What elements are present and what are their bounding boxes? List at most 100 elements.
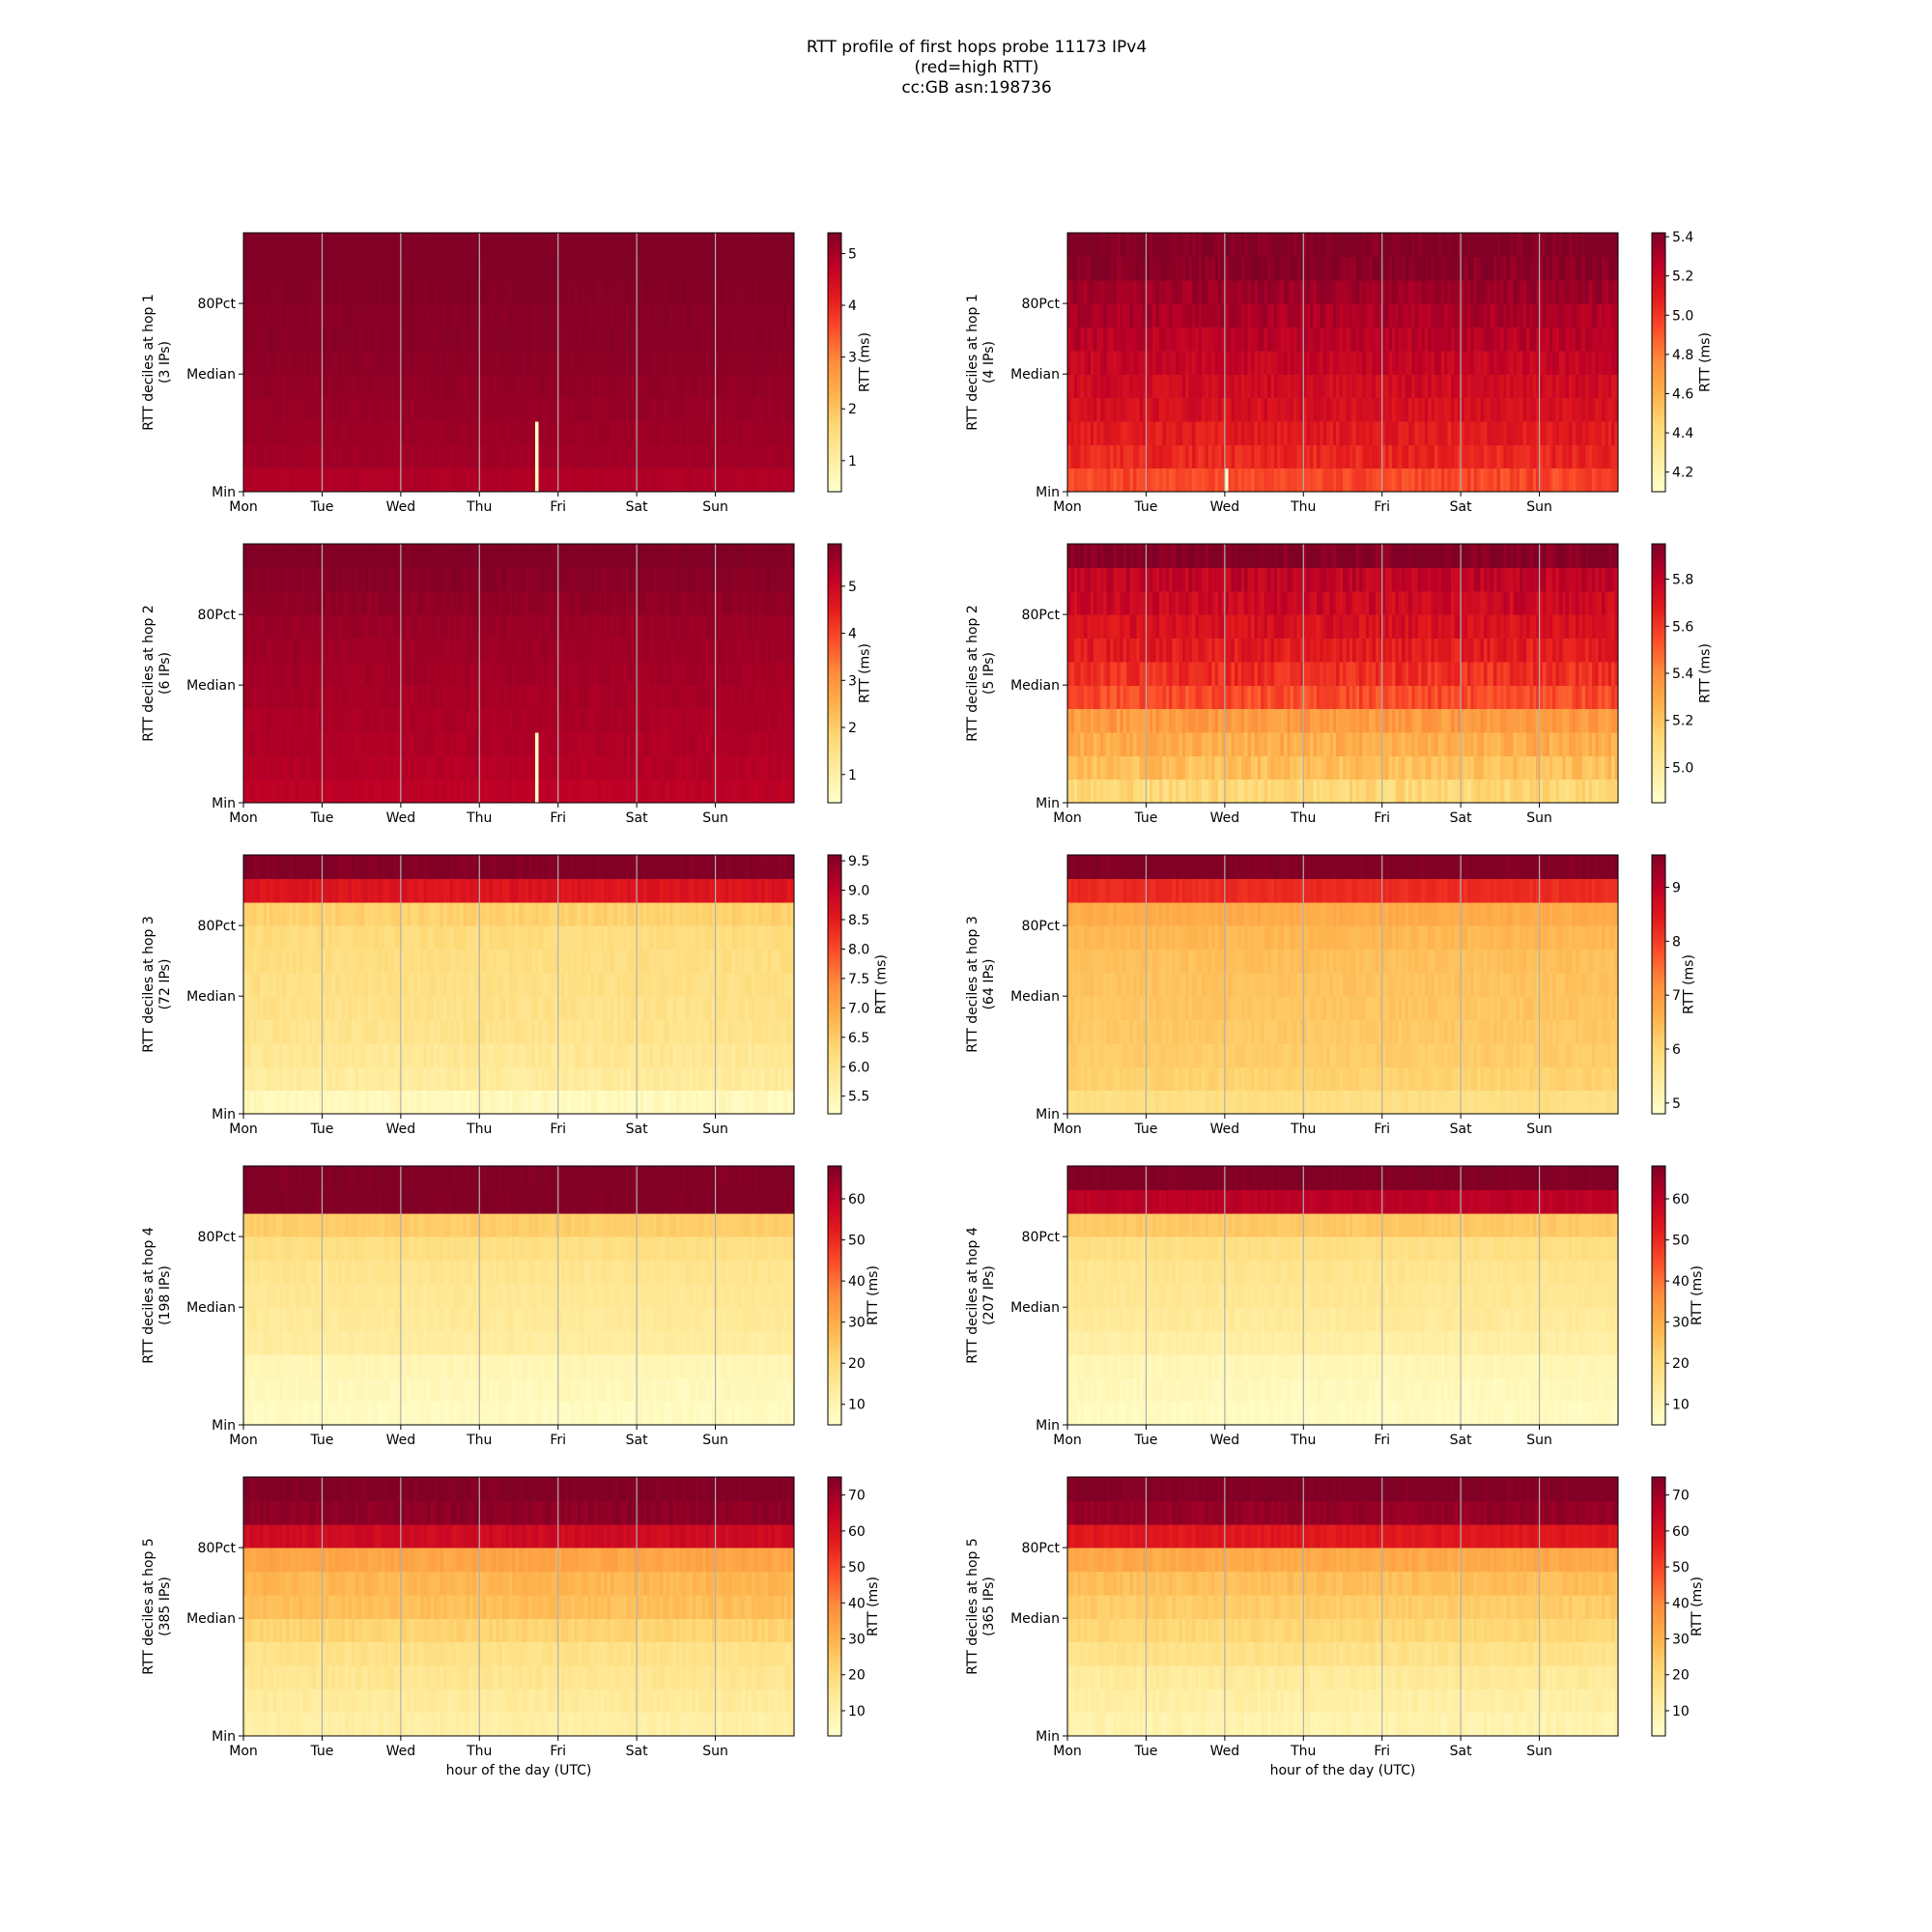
heatmap-cell xyxy=(312,256,317,281)
heatmap-cell xyxy=(1542,327,1547,352)
heatmap-cell xyxy=(466,661,470,686)
heatmap-cell xyxy=(266,374,270,399)
heatmap-cell xyxy=(1244,303,1249,328)
heatmap-cell xyxy=(675,303,680,328)
heatmap-cell xyxy=(308,420,313,445)
heatmap-cell xyxy=(259,779,264,804)
heatmap-cell xyxy=(754,444,759,469)
heatmap-cell xyxy=(345,350,350,375)
heatmap-cell xyxy=(292,303,297,328)
heatmap-cell xyxy=(1483,303,1488,328)
heatmap-cell xyxy=(364,256,369,281)
heatmap-cell xyxy=(538,327,543,352)
heatmap-cell xyxy=(472,327,477,352)
heatmap-cell xyxy=(787,661,792,686)
heatmap-cell xyxy=(400,468,405,493)
heatmap-cell xyxy=(315,256,320,281)
heatmap-cell xyxy=(1470,468,1475,493)
heatmap-cell xyxy=(548,279,553,304)
heatmap-cell xyxy=(335,397,339,422)
heatmap-cell xyxy=(298,279,303,304)
heatmap-cell xyxy=(1162,256,1167,281)
heatmap-cell xyxy=(253,444,258,469)
heatmap-cell xyxy=(561,444,566,469)
heatmap-cell xyxy=(718,444,723,469)
heatmap-cell xyxy=(253,350,258,375)
heatmap-cell xyxy=(256,397,261,422)
y-tick-label: Min xyxy=(1036,485,1060,500)
heatmap-cell xyxy=(512,327,517,352)
heatmap-cell xyxy=(400,420,405,445)
heatmap-cell xyxy=(659,279,664,304)
heatmap-cell xyxy=(745,397,750,422)
y-tick-label: Median xyxy=(186,367,236,383)
heatmap-cell xyxy=(545,303,550,328)
heatmap-cell xyxy=(637,420,641,445)
heatmap-cell xyxy=(764,350,769,375)
heatmap-cell xyxy=(397,279,402,304)
heatmap-cell xyxy=(427,256,431,281)
heatmap-cell xyxy=(466,468,470,493)
heatmap-cell xyxy=(1391,397,1396,422)
heatmap-cell xyxy=(420,638,425,663)
heatmap-cell xyxy=(787,685,792,710)
heatmap-cell xyxy=(371,420,376,445)
heatmap-cell xyxy=(728,374,733,399)
heatmap-cell xyxy=(279,279,284,304)
heatmap-cell xyxy=(427,279,431,304)
heatmap-cell xyxy=(646,374,651,399)
heatmap-cell xyxy=(453,397,458,422)
heatmap-cell xyxy=(479,233,484,257)
heatmap-cell xyxy=(1346,444,1350,469)
heatmap-cell xyxy=(702,233,706,257)
heatmap-cell xyxy=(367,279,372,304)
heatmap-cell xyxy=(754,256,759,281)
heatmap-cell xyxy=(1208,374,1212,399)
heatmap-cell xyxy=(761,303,766,328)
heatmap-cell xyxy=(767,444,772,469)
heatmap-cell xyxy=(502,279,507,304)
heatmap-cell xyxy=(545,685,550,710)
heatmap-cell xyxy=(361,779,366,804)
heatmap-cell xyxy=(519,327,523,352)
heatmap-cell xyxy=(1450,350,1455,375)
heatmap-cell xyxy=(675,279,680,304)
heatmap-cell xyxy=(1244,256,1249,281)
heatmap-cell xyxy=(751,420,755,445)
heatmap-cell xyxy=(1506,468,1511,493)
heatmap-cell xyxy=(430,661,435,686)
heatmap-cell xyxy=(633,279,638,304)
heatmap-cell xyxy=(778,444,782,469)
heatmap-cell xyxy=(708,374,713,399)
heatmap-cell xyxy=(1172,468,1177,493)
heatmap-cell xyxy=(1516,468,1520,493)
heatmap-cell xyxy=(1358,420,1363,445)
heatmap-cell xyxy=(626,256,631,281)
colorbar-tick-label: 4.6 xyxy=(1672,386,1693,402)
heatmap-cell xyxy=(1473,303,1478,328)
heatmap-cell xyxy=(308,327,313,352)
heatmap-cell xyxy=(430,374,435,399)
heatmap-cell xyxy=(437,327,441,352)
heatmap-cell xyxy=(1181,468,1186,493)
heatmap-cell xyxy=(489,327,494,352)
heatmap-cell xyxy=(754,468,759,493)
x-tick-label: Tue xyxy=(309,499,333,515)
heatmap-cell xyxy=(315,779,320,804)
heatmap-cell xyxy=(361,755,366,781)
colorbar-tick-label: 4 xyxy=(848,298,857,314)
heatmap-cell xyxy=(1575,420,1579,445)
heatmap-cell xyxy=(696,327,700,352)
heatmap-cell xyxy=(594,256,599,281)
heatmap-cell xyxy=(646,303,651,328)
heatmap-cell xyxy=(1188,468,1193,493)
heatmap-cell xyxy=(1611,350,1616,375)
heatmap-cell xyxy=(519,350,523,375)
heatmap-cell xyxy=(698,444,703,469)
heatmap-cell xyxy=(479,420,484,445)
heatmap-cell xyxy=(246,420,251,445)
heatmap-cell xyxy=(364,233,369,257)
heatmap-cell xyxy=(449,327,454,352)
heatmap-cell xyxy=(508,303,513,328)
heatmap-cell xyxy=(600,303,605,328)
